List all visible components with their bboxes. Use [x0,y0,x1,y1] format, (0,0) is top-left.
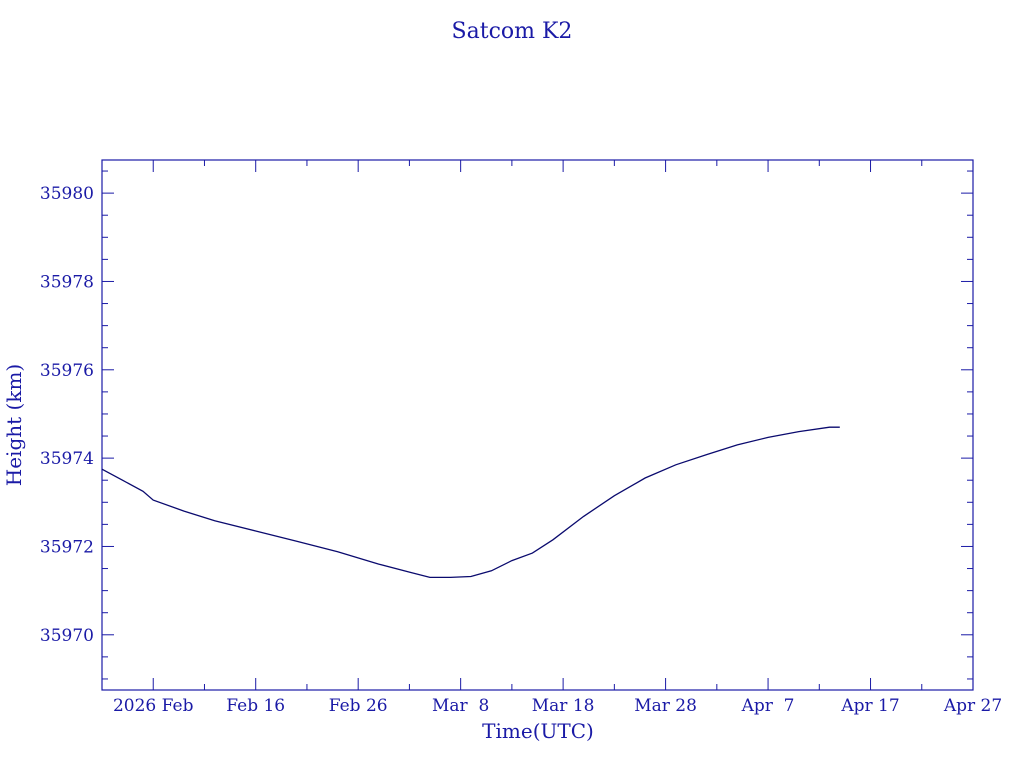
x-tick-label: Apr 27 [943,696,1002,716]
y-axis: 35970 35972 35974 35976 35978 35980 [40,184,973,646]
plot-frame [101,159,974,691]
x-tick-label: Feb 26 [329,696,388,716]
x-tick-label: Mar 28 [634,696,697,716]
x-tick-label: 2026 Feb [113,696,194,716]
y-axis-label: Height (km) [2,364,26,486]
y-tick-label: 35978 [40,272,94,292]
y-tick-label: 35970 [40,626,94,646]
x-tick-label: Mar 18 [532,696,595,716]
y-tick-label: 35976 [40,361,94,381]
x-axis: 2026 Feb Feb 16 Feb 26 Mar 8 Mar 18 Mar 28 Apr… [113,160,1002,716]
y-tick-label: 35972 [40,537,94,557]
x-tick-label: Feb 16 [226,696,285,716]
x-tick-label: Apr 17 [840,696,899,716]
y-tick-label: 35980 [40,184,94,204]
y-tick-label: 35974 [40,449,94,469]
series-line [101,426,840,579]
minor-ticks [101,160,973,690]
x-tick-label: Mar 8 [432,696,489,716]
x-tick-label: Apr 7 [741,696,795,716]
chart-title: Satcom K2 [452,19,573,44]
x-axis-label: Time(UTC) [482,719,594,743]
